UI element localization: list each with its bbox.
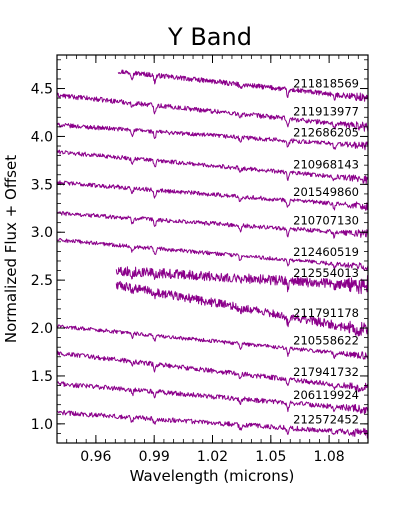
series-label-210968143: 210968143 [293, 158, 359, 172]
series-label-210707130: 210707130 [293, 214, 359, 228]
series-label-212554013: 212554013 [293, 266, 359, 280]
spectrum-line-210968143 [56, 149, 369, 185]
x-axis-label: Wavelength (microns) [130, 467, 295, 485]
series-label-211791178: 211791178 [293, 306, 359, 320]
spectrum-line-211791178 [115, 280, 369, 337]
spectrum-line-206119924 [56, 381, 369, 415]
y-axis-label: Normalized Flux + Offset [2, 155, 20, 343]
spectrum-line-210707130 [56, 210, 369, 239]
series-label-210558622: 210558622 [293, 334, 359, 348]
series-label-217941732: 217941732 [293, 365, 359, 379]
spectrum-line-212572452 [56, 410, 369, 439]
x-tick-label: 0.99 [139, 449, 170, 465]
series-label-206119924: 206119924 [293, 388, 359, 402]
y-ticks: 1.0 1.5 2.0 2.5 3.0 3.5 4.0 4.5 [31, 59, 368, 434]
y-tick-label: 4.5 [31, 82, 53, 98]
y-tick-label: 1.5 [31, 369, 53, 385]
y-tick-label: 1.0 [31, 417, 53, 433]
spectrum-line-217941732 [56, 350, 369, 393]
spectrum-line-211818569 [117, 69, 369, 102]
spectrum-line-210558622 [56, 324, 369, 360]
x-tick-label: 1.05 [255, 449, 286, 465]
spectrum-line-212460519 [56, 238, 369, 271]
x-tick-label: 0.96 [80, 449, 111, 465]
y-tick-label: 2.0 [31, 321, 53, 337]
y-tick-label: 2.5 [31, 273, 53, 289]
spectrum-line-201549860 [56, 180, 369, 211]
chart-title: Y Band [167, 23, 252, 51]
spectrum-line-211913977 [56, 92, 369, 132]
series-label-layer: 211818569 211913977 212686205 210968143 2015… [293, 76, 359, 426]
y-tick-label: 4.0 [31, 129, 53, 145]
series-label-211913977: 211913977 [293, 104, 359, 118]
series-label-212686205: 212686205 [293, 125, 359, 139]
series-label-212572452: 212572452 [293, 413, 359, 427]
spectrum-line-212686205 [56, 122, 369, 151]
series-label-212460519: 212460519 [293, 245, 359, 259]
y-tick-label: 3.5 [31, 177, 53, 193]
x-ticks: 0.96 0.99 1.02 1.05 1.08 [66, 55, 369, 465]
spectrum-line-212554013 [115, 266, 369, 295]
series-layer [56, 69, 369, 439]
series-label-211818569: 211818569 [293, 76, 359, 90]
x-tick-label: 1.08 [314, 449, 345, 465]
series-label-201549860: 201549860 [293, 185, 359, 199]
x-tick-label: 1.02 [197, 449, 228, 465]
y-tick-label: 3.0 [31, 225, 53, 241]
